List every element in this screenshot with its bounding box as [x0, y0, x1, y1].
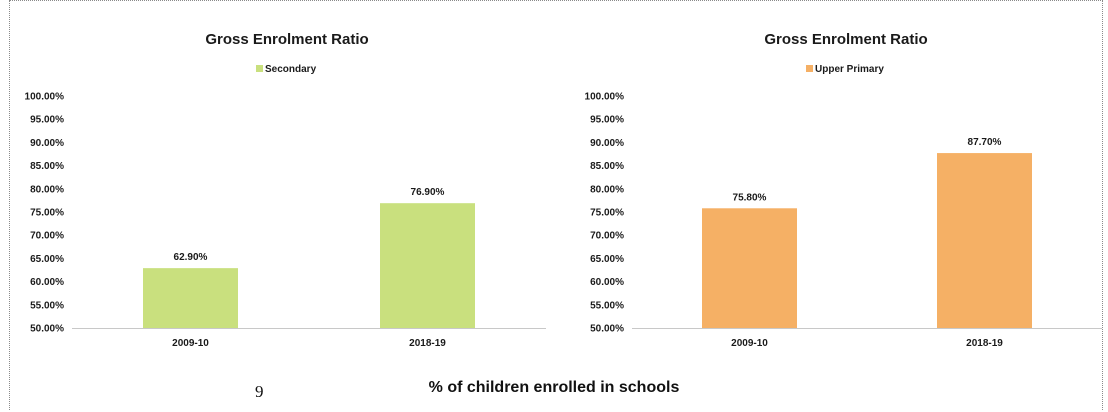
y-tick-label: 55.00% — [30, 300, 64, 311]
y-tick-label: 70.00% — [30, 231, 64, 242]
y-tick-label: 65.00% — [30, 254, 64, 265]
y-tick-label: 80.00% — [30, 184, 64, 195]
caption: % of children enrolled in schools — [428, 379, 680, 396]
bar — [702, 208, 797, 328]
chart-frame — [9, 0, 1103, 410]
y-tick-label: 65.00% — [590, 254, 624, 265]
y-tick-label: 60.00% — [590, 277, 624, 288]
y-tick-label: 75.00% — [590, 208, 624, 219]
x-tick-label: 2018-19 — [409, 338, 446, 349]
y-tick-label: 85.00% — [590, 161, 624, 172]
y-tick-label: 100.00% — [585, 92, 625, 103]
data-label: 62.90% — [174, 252, 208, 263]
y-tick-label: 55.00% — [590, 300, 624, 311]
y-tick-label: 90.00% — [590, 138, 624, 149]
y-tick-label: 95.00% — [590, 115, 624, 126]
y-tick-label: 95.00% — [30, 115, 64, 126]
x-tick-label: 2009-10 — [172, 338, 209, 349]
legend-label: Upper Primary — [815, 64, 884, 75]
stray-mark: 9 — [255, 382, 264, 401]
x-tick-label: 2018-19 — [966, 338, 1003, 349]
y-tick-label: 80.00% — [590, 184, 624, 195]
chart-title: Gross Enrolment Ratio — [205, 31, 368, 48]
y-tick-label: 50.00% — [590, 324, 624, 335]
bar — [380, 203, 475, 328]
data-label: 76.90% — [411, 187, 445, 198]
y-tick-label: 90.00% — [30, 138, 64, 149]
legend-swatch — [806, 65, 813, 72]
y-tick-label: 70.00% — [590, 231, 624, 242]
y-tick-label: 75.00% — [30, 208, 64, 219]
legend-swatch — [256, 65, 263, 72]
legend-label: Secondary — [265, 64, 317, 75]
x-tick-label: 2009-10 — [731, 338, 768, 349]
y-tick-label: 50.00% — [30, 324, 64, 335]
data-label: 87.70% — [968, 137, 1002, 148]
y-tick-label: 100.00% — [25, 92, 65, 103]
bar — [143, 268, 238, 328]
y-tick-label: 85.00% — [30, 161, 64, 172]
data-label: 75.80% — [733, 192, 767, 203]
bar — [937, 153, 1032, 328]
chart-title: Gross Enrolment Ratio — [764, 31, 927, 48]
y-tick-label: 60.00% — [30, 277, 64, 288]
